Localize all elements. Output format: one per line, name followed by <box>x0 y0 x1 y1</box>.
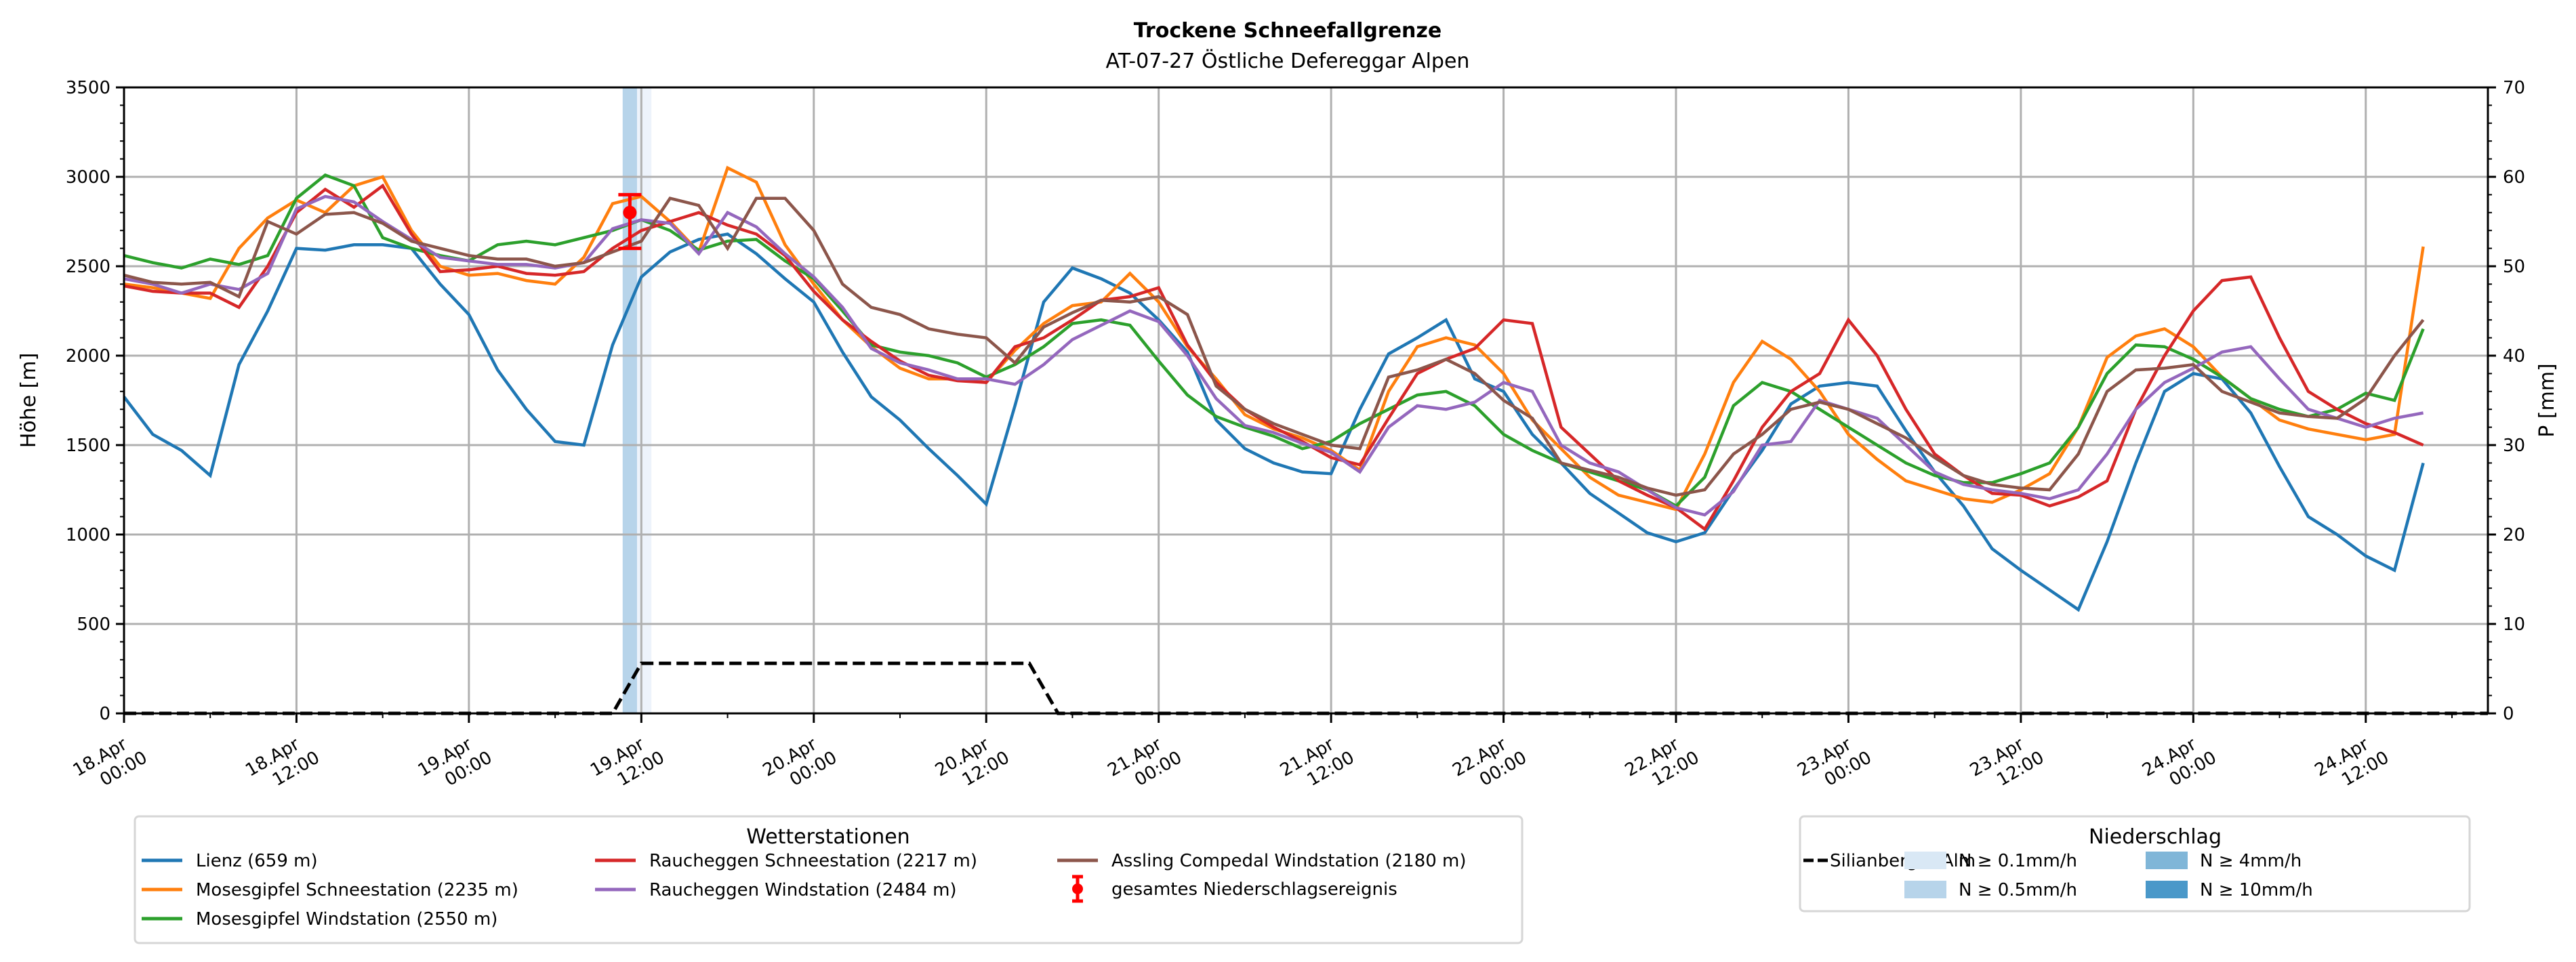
precip-band <box>622 87 637 713</box>
y2-axis-label: P [mm] <box>2535 363 2559 437</box>
y-tick-label: 3500 <box>66 78 110 98</box>
legend-label: Lienz (659 m) <box>196 851 318 871</box>
legend-label: Raucheggen Schneestation (2217 m) <box>649 851 977 871</box>
legend-label: N ≥ 0.1mm/h <box>1959 851 2077 871</box>
y-tick-label: 0 <box>99 704 110 724</box>
y2-tick-label: 60 <box>2503 167 2525 188</box>
series-line-3 <box>123 183 2424 532</box>
legend-label: Assling Compedal Windstation (2180 m) <box>1111 851 1467 871</box>
y-axis-left: 0 500 1000 1500 2000 2500 3000 3500 <box>66 78 124 724</box>
legend-label: Raucheggen Windstation (2484 m) <box>649 880 957 900</box>
precip-line <box>124 661 2488 715</box>
series-line-4 <box>123 194 2424 517</box>
grid-lines <box>124 87 2488 713</box>
legend-label: N ≥ 4mm/h <box>2200 851 2302 871</box>
y2-tick-label: 20 <box>2503 525 2525 545</box>
series-lines <box>123 165 2425 612</box>
legend-event-point <box>1072 883 1083 894</box>
y2-tick-label: 10 <box>2503 614 2525 635</box>
precip-band <box>636 87 652 713</box>
y2-tick-label: 70 <box>2503 78 2525 98</box>
y-tick-label: 1000 <box>66 525 110 545</box>
y-tick-label: 3000 <box>66 167 110 188</box>
series-line-5 <box>123 196 2425 497</box>
y-tick-label: 2000 <box>66 346 110 367</box>
y-tick-label: 500 <box>77 614 110 635</box>
precip-event-group <box>618 192 642 251</box>
y-axis-label: Höhe [m] <box>17 353 41 448</box>
event-point <box>623 205 637 219</box>
legend-patch <box>2146 881 2188 898</box>
legend-label: N ≥ 0.5mm/h <box>1959 880 2077 900</box>
chart-subtitle: AT-07-27 Östliche Defereggar Alpen <box>1106 49 1470 73</box>
legend-label: Mosesgipfel Schneestation (2235 m) <box>196 880 518 900</box>
y-tick-label: 1500 <box>66 436 110 456</box>
legend-stations-title: Wetterstationen <box>746 825 909 849</box>
legend-patch <box>1904 852 1946 869</box>
legend-precip-title: Niederschlag <box>2089 825 2222 849</box>
y2-tick-label: 40 <box>2503 346 2525 367</box>
series-line-2 <box>123 173 2425 508</box>
chart-title: Trockene Schneefallgrenze <box>1134 19 1442 43</box>
legend-stations: Wetterstationen Lienz (659 m) Mosesgipfel… <box>134 815 1524 944</box>
legend-label: Mosesgipfel Windstation (2550 m) <box>196 909 497 929</box>
precip-bands <box>622 87 652 713</box>
y2-tick-label: 50 <box>2503 257 2525 277</box>
series-line-1 <box>123 165 2425 511</box>
y2-tick-label: 0 <box>2503 704 2514 724</box>
legend-patch <box>2146 852 2188 869</box>
y-tick-label: 2500 <box>66 257 110 277</box>
plot-frame <box>123 86 2489 715</box>
y2-tick-label: 30 <box>2503 436 2525 456</box>
legend-label: Silianberger Alm <box>1830 851 1976 871</box>
legend-label: gesamtes Niederschlagsereignis <box>1111 879 1397 900</box>
legend-label: N ≥ 10mm/h <box>2200 880 2313 900</box>
legend-patch <box>1904 881 1946 898</box>
precip-line-group <box>124 661 2488 715</box>
y-axis-right: 0 10 20 30 40 50 60 70 <box>2488 78 2525 724</box>
series-line-0 <box>123 232 2425 612</box>
